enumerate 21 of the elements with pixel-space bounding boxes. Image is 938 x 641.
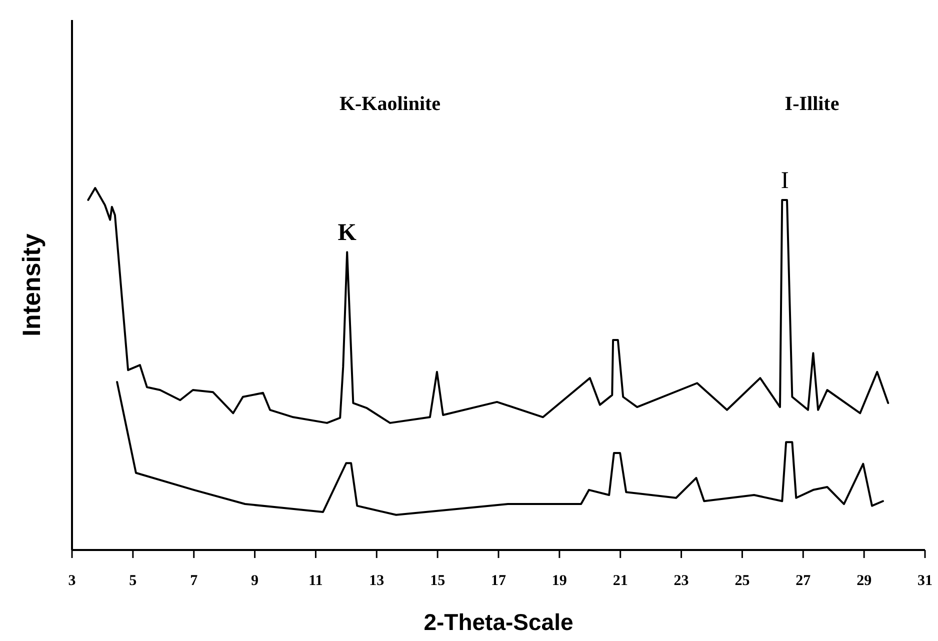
x-tick-label: 27 (796, 573, 812, 589)
x-tick-label: 21 (612, 573, 628, 589)
x-tick-label: 25 (734, 573, 750, 589)
x-tick-label: 31 (918, 573, 932, 589)
x-tick-label: 3 (68, 573, 76, 589)
x-tick-label: 7 (190, 573, 198, 589)
x-tick-label: 13 (369, 573, 384, 589)
text: K-Kaolinite (339, 93, 441, 115)
text: I-Illite (784, 93, 840, 115)
x-axis-title: 2-Theta-Scale (424, 609, 574, 635)
x-tick-label: 23 (674, 573, 689, 589)
x-tick-label: 17 (491, 573, 506, 589)
y-axis-title: Intensity (18, 234, 46, 336)
x-tick-label: 9 (251, 573, 259, 589)
annotation: K (338, 220, 357, 246)
x-tick-label: 5 (129, 573, 137, 589)
x-tick-label: 15 (430, 573, 446, 589)
x-tick-label: 11 (308, 573, 323, 589)
x-tick-label: 19 (552, 573, 567, 589)
annotation: I (780, 168, 789, 194)
x-tick-label: 29 (856, 573, 872, 589)
